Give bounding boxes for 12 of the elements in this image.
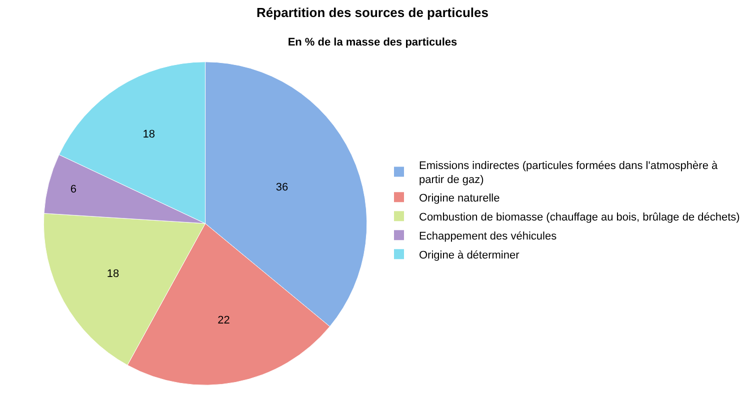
legend-label: Emissions indirectes (particules formées dans l'atmosphère à partir de gaz)	[419, 160, 718, 186]
legend-label: Origine à déterminer	[419, 249, 520, 262]
legend-label: Origine naturelle	[419, 192, 500, 204]
legend-label: Echappement des véhicules	[419, 230, 558, 242]
data-label: 18	[142, 128, 156, 141]
chart-subtitle: En % de la masse des particules	[288, 36, 458, 48]
data-label: 18	[106, 268, 120, 280]
data-label: 36	[276, 181, 288, 194]
data-label: 22	[218, 314, 230, 326]
data-label: 6	[70, 184, 76, 196]
chart-title: Répartition des sources de particules	[256, 5, 488, 20]
legend-label: Combustion de biomasse (chauffage au bois, brûlage de déchets)	[419, 211, 740, 224]
